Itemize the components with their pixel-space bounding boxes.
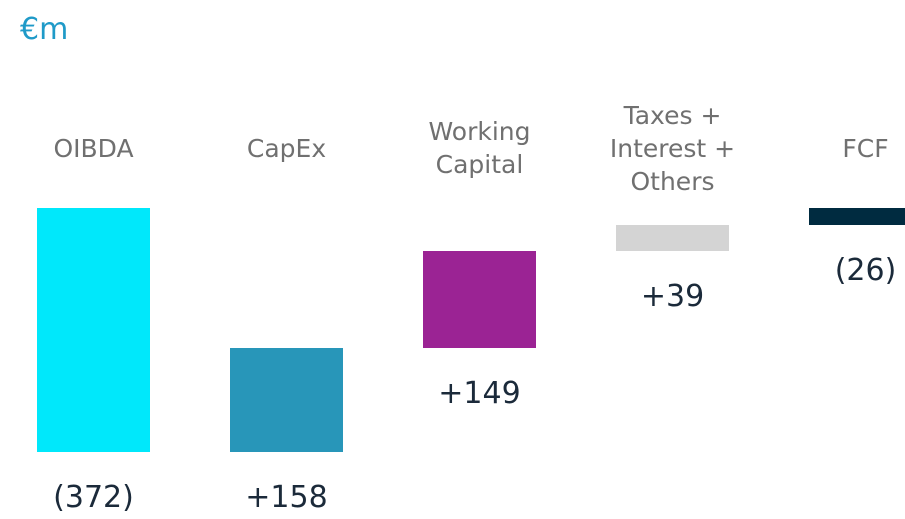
bar: [37, 208, 150, 452]
bar: [230, 348, 343, 452]
value-label: (26): [834, 253, 897, 289]
chart-title: €m: [20, 12, 69, 47]
category-label: Taxes + Interest + Others: [609, 100, 736, 196]
category-label: OIBDA: [53, 133, 134, 163]
category-label: CapEx: [246, 133, 327, 163]
bar: [616, 225, 729, 251]
value-label: +149: [438, 376, 521, 412]
category-label: FCF: [842, 133, 889, 163]
bar: [423, 250, 536, 349]
value-label: +158: [245, 480, 328, 515]
value-label: (372): [53, 480, 134, 515]
value-label: +39: [640, 278, 705, 314]
category-label: Working Capital: [428, 117, 531, 179]
bar: [809, 208, 905, 226]
